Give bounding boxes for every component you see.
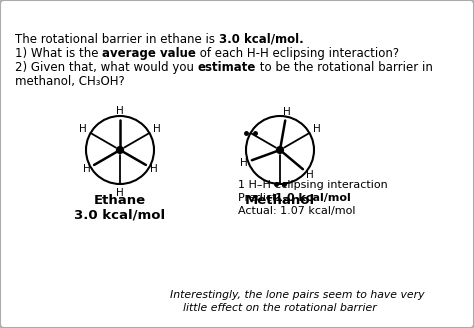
Text: H: H — [240, 158, 247, 168]
Text: H: H — [283, 107, 291, 117]
Text: 2) Given that, what would you: 2) Given that, what would you — [15, 61, 198, 74]
Text: H: H — [116, 106, 124, 116]
Text: H: H — [150, 164, 157, 174]
Text: Interestingly, the lone pairs seem to have very: Interestingly, the lone pairs seem to ha… — [170, 290, 425, 300]
Circle shape — [117, 147, 123, 154]
Text: Methanol: Methanol — [245, 194, 315, 207]
Text: to be the rotational barrier in: to be the rotational barrier in — [256, 61, 433, 74]
Text: of each H-H eclipsing interaction?: of each H-H eclipsing interaction? — [196, 47, 399, 60]
Text: 1 H–H eclipsing interaction: 1 H–H eclipsing interaction — [238, 180, 388, 190]
Text: 1) What is the: 1) What is the — [15, 47, 102, 60]
Text: H: H — [82, 164, 91, 174]
Circle shape — [277, 147, 283, 154]
Text: The rotational barrier in ethane is: The rotational barrier in ethane is — [15, 33, 219, 46]
Text: 3.0 kcal/mol.: 3.0 kcal/mol. — [219, 33, 303, 46]
Text: little effect on the rotational barrier: little effect on the rotational barrier — [183, 303, 377, 313]
Text: Ethane: Ethane — [94, 194, 146, 207]
Text: H: H — [306, 170, 314, 180]
Text: Actual: 1.07 kcal/mol: Actual: 1.07 kcal/mol — [238, 206, 356, 216]
Text: estimate: estimate — [198, 61, 256, 74]
Text: H: H — [313, 124, 321, 133]
Text: Predict:: Predict: — [238, 193, 283, 203]
Text: H: H — [116, 188, 124, 198]
Text: methanol, CH₃OH?: methanol, CH₃OH? — [15, 75, 125, 88]
Text: 3.0 kcal/mol: 3.0 kcal/mol — [74, 208, 165, 221]
Text: average value: average value — [102, 47, 196, 60]
Text: H: H — [153, 124, 161, 133]
Text: H: H — [79, 124, 87, 133]
Text: 1.0 kcal/mol: 1.0 kcal/mol — [275, 193, 351, 203]
